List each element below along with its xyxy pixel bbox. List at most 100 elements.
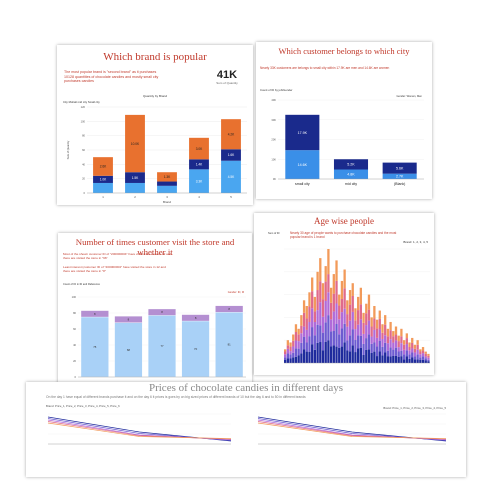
age-bar-segment [300, 333, 303, 343]
prices-line [257, 422, 447, 439]
age-bar-segment [335, 324, 338, 347]
age-bar-segment [319, 342, 322, 363]
age-bar-segment [413, 359, 417, 363]
brand-x-tick: 5 [230, 195, 232, 199]
prices-legend-1: Brand: Price_1, Price_2, Price_3, Price_… [46, 404, 120, 408]
age-bar-segment [308, 306, 311, 323]
age-bar-segment [284, 349, 287, 352]
age-bar-segment [367, 334, 371, 350]
age-bar-segment [405, 333, 408, 339]
age-bar-segment [308, 336, 311, 352]
age-bar-segment [327, 292, 330, 316]
visits-note-1: Most of the shown customer ID of "200000… [63, 252, 172, 260]
age-bar-segment [375, 319, 379, 329]
age-bar-segment [289, 342, 292, 347]
age-bar-segment [324, 266, 327, 282]
age-bar-segment [343, 323, 346, 343]
age-bar-segment [357, 324, 360, 336]
age-bar-segment [359, 287, 363, 305]
brand-x-tick: 4 [198, 195, 200, 199]
age-bar-segment [354, 308, 357, 321]
age-bar-segment [348, 335, 352, 352]
brand-bar-label: 3.3K [196, 179, 203, 183]
age-bar-segment [329, 302, 333, 320]
brand-bar-label: 10.0K [131, 142, 140, 146]
age-bar-segment [346, 300, 349, 315]
age-bar-segment [367, 349, 371, 363]
age-bar-segment [335, 280, 338, 304]
age-bar-segment [308, 292, 311, 307]
age-bar-segment [338, 334, 341, 348]
brand-y-tick: 120 [81, 105, 86, 109]
age-bar-segment [305, 342, 308, 352]
age-bar-segment [405, 356, 408, 363]
age-panel: Age wise people Nearly 30 age of people … [254, 213, 434, 375]
visits-bar-label: 75 [93, 345, 97, 349]
age-bar-segment [375, 356, 379, 363]
age-bar-segment [394, 340, 398, 348]
age-bar-segment [319, 302, 322, 326]
visits-bar-label: 8 [161, 310, 163, 314]
age-bar-segment [351, 311, 354, 330]
brand-x-tick: 1 [102, 195, 104, 199]
age-bar-segment [402, 344, 406, 350]
age-bar-segment [408, 358, 411, 363]
brand-y-tick: 0 [84, 191, 86, 195]
brand-bar [189, 137, 209, 160]
age-bar-segment [365, 349, 368, 363]
age-bar-segment [292, 340, 295, 347]
age-bar-segment [421, 347, 425, 351]
brand-bar [125, 172, 145, 183]
age-bar-segment [375, 346, 379, 357]
age-bar-segment [332, 330, 335, 346]
age-bar-segment [378, 318, 381, 330]
age-bar-segment [340, 346, 344, 363]
brand-y-tick: 60 [82, 148, 85, 152]
city-x-tick: (Blank) [394, 182, 405, 186]
age-bar-segment [286, 340, 290, 346]
age-bar-segment [408, 342, 411, 347]
brand-bar [125, 114, 145, 173]
age-bar-segment [348, 320, 352, 336]
prices-line [257, 416, 447, 442]
age-bar-segment [421, 350, 425, 354]
brand-bar-label: 1.4K [196, 163, 203, 167]
age-bar-segment [354, 320, 357, 330]
visits-bar [114, 316, 143, 323]
age-bar-segment [386, 328, 390, 337]
prices-line [47, 422, 232, 439]
visits-y-tick: 60 [73, 327, 76, 331]
age-bar-segment [367, 294, 371, 310]
visits-bar-label: 8 [228, 307, 230, 311]
age-bar-segment [357, 335, 360, 349]
age-bar-segment [389, 347, 392, 357]
age-bar-segment [427, 355, 430, 358]
age-bar-segment [411, 352, 414, 358]
age-bar-segment [416, 354, 419, 360]
age-bar-segment [408, 354, 411, 359]
city-y-tick: 0K [273, 177, 276, 181]
age-bar-segment [362, 312, 365, 323]
brand-bar [189, 159, 209, 170]
age-bar-segment [338, 347, 341, 363]
visits-bar [148, 308, 176, 316]
age-bar-segment [402, 349, 406, 355]
age-bar-segment [419, 354, 422, 358]
age-bar-segment [324, 300, 327, 323]
age-bar-segment [419, 357, 422, 360]
age-bar-segment [308, 351, 311, 363]
age-bar-segment [332, 311, 335, 331]
age-bar-segment [427, 357, 430, 360]
age-bar-segment [351, 329, 354, 346]
age-bar-segment [284, 354, 287, 358]
age-title: Age wise people [314, 216, 374, 226]
age-bar-segment [340, 312, 344, 329]
visits-axis-label: Count of ID in ID and Reference [63, 282, 100, 286]
city-legend: Gender: Women, Men [397, 94, 423, 98]
visits-y-tick: 40 [73, 343, 76, 347]
age-bar-segment [297, 334, 300, 342]
brand-bar-label: 2.6K [100, 165, 107, 169]
age-bar-segment [389, 339, 392, 348]
age-bar-segment [294, 356, 298, 363]
age-bar-segment [359, 335, 363, 348]
